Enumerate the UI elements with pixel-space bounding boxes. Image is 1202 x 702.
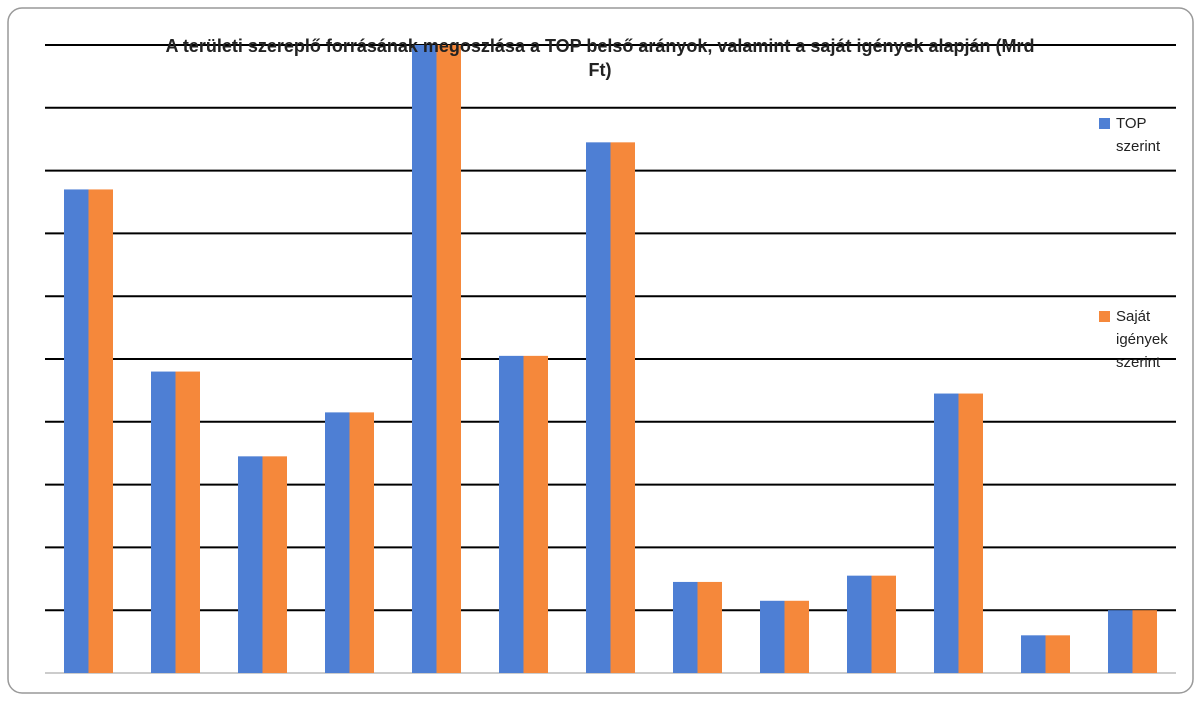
bar [934, 393, 959, 673]
bar [1045, 635, 1070, 673]
bar [871, 575, 896, 673]
bar [1132, 610, 1157, 673]
bar [784, 600, 809, 673]
bar [151, 371, 176, 673]
bar [697, 581, 722, 673]
bar [847, 575, 872, 673]
bar [349, 412, 374, 673]
legend-swatch [1099, 118, 1110, 129]
bar [673, 581, 698, 673]
bar [238, 456, 263, 673]
legend-label: TOP szerint [1116, 115, 1161, 155]
bar [436, 45, 461, 673]
bar [958, 393, 983, 673]
bar [262, 456, 287, 673]
bar [499, 355, 524, 673]
legend-label: Saját igények szerint [1116, 308, 1168, 371]
bar [412, 45, 437, 673]
bar [610, 142, 635, 674]
chart-title: A területi szereplő forrásának megoszlás… [165, 36, 1035, 80]
bar [325, 412, 350, 673]
bar [1108, 610, 1133, 673]
legend-swatch [1099, 311, 1110, 322]
bar [175, 371, 200, 673]
bar [586, 142, 611, 674]
bar [523, 355, 548, 673]
bar [760, 600, 785, 673]
bar [1021, 635, 1046, 673]
bar [88, 189, 113, 673]
bar [64, 189, 89, 673]
